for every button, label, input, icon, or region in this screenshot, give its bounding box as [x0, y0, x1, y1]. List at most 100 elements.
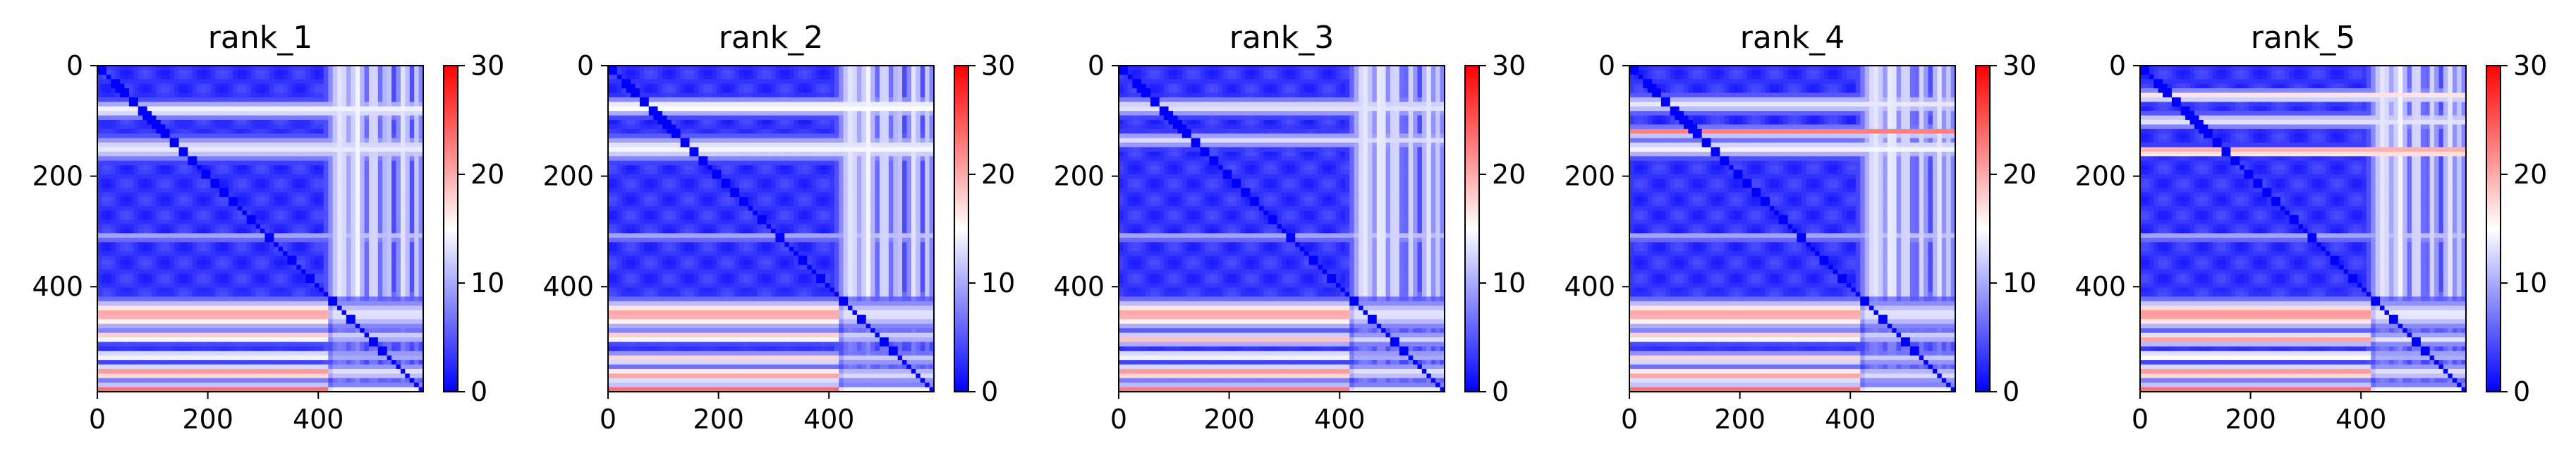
heatmap-cell [310, 107, 315, 112]
heatmap-cell [102, 75, 107, 80]
heatmap-cell [156, 93, 161, 98]
heatmap-cell [161, 75, 166, 80]
heatmap-cell [391, 75, 396, 80]
heatmap-cell [260, 102, 265, 107]
heatmap-cell [129, 124, 134, 129]
heatmap-cell [396, 84, 401, 89]
heatmap-cell [147, 66, 152, 71]
heatmap-cell [351, 84, 356, 89]
heatmap-cell [319, 88, 324, 93]
heatmap-cell [333, 116, 338, 121]
heatmap-cell [373, 75, 378, 80]
heatmap-cell [296, 138, 301, 143]
heatmap-cell [414, 93, 419, 98]
heatmap-cell [337, 97, 342, 102]
heatmap-cell [102, 120, 107, 125]
heatmap-cell [288, 129, 293, 134]
heatmap-cell [292, 88, 297, 93]
heatmap-cell [351, 120, 356, 125]
heatmap-cell [346, 66, 351, 71]
heatmap-cell [365, 111, 370, 116]
heatmap-cell [382, 107, 387, 112]
heatmap-cell [229, 97, 233, 102]
heatmap-cell [378, 111, 383, 116]
heatmap-cell [133, 70, 138, 75]
heatmap-cell [215, 129, 220, 134]
heatmap-cell [333, 133, 338, 138]
heatmap-cell [120, 120, 125, 125]
heatmap-cell [274, 66, 279, 71]
heatmap-cell [188, 97, 193, 102]
heatmap-cell [133, 102, 138, 107]
heatmap-cell [219, 102, 224, 107]
heatmap-cell [179, 88, 184, 93]
heatmap-cell [188, 88, 193, 93]
heatmap-cell [242, 129, 247, 134]
heatmap-cell [129, 107, 134, 112]
heatmap-cell [405, 70, 410, 75]
heatmap-cell [360, 107, 365, 112]
heatmap-cell [373, 102, 378, 107]
heatmap-cell [193, 97, 198, 102]
heatmap-cell [174, 79, 179, 84]
heatmap-cell [396, 111, 401, 116]
heatmap-cell [138, 66, 143, 71]
heatmap-cell [247, 88, 252, 93]
heatmap-cell [369, 124, 374, 129]
heatmap-cell [229, 102, 233, 107]
heatmap-cell [401, 79, 406, 84]
heatmap-cell [233, 124, 238, 129]
heatmap-cell [310, 93, 315, 98]
heatmap-cell [360, 111, 365, 116]
heatmap-cell [197, 138, 202, 143]
heatmap-cell [138, 138, 143, 143]
heatmap-cell [120, 143, 125, 148]
heatmap-cell [242, 97, 247, 102]
heatmap-cell [179, 102, 184, 107]
heatmap-cell [242, 138, 247, 143]
heatmap-cell [247, 107, 252, 112]
heatmap-cell [138, 84, 143, 89]
heatmap-cell [337, 129, 342, 134]
heatmap-cell [193, 124, 198, 129]
heatmap-cell [193, 133, 198, 138]
heatmap-cell [120, 75, 125, 80]
heatmap-cell [147, 133, 152, 138]
heatmap-cell [138, 75, 143, 80]
heatmap-cell [215, 116, 220, 121]
heatmap-cell [202, 129, 207, 134]
heatmap-cell [125, 124, 130, 129]
heatmap-cell [161, 138, 166, 143]
heatmap-cell [414, 143, 419, 148]
heatmap-cell [165, 129, 170, 134]
heatmap-cell [197, 124, 202, 129]
heatmap-cell [129, 148, 134, 152]
heatmap-cell [215, 75, 220, 80]
heatmap-cell [346, 70, 351, 75]
heatmap-cell [179, 70, 184, 75]
heatmap-cell [210, 70, 215, 75]
heatmap-cell [152, 93, 157, 98]
heatmap-cell [396, 79, 401, 84]
heatmap-cell [152, 66, 157, 71]
heatmap-cell [342, 124, 347, 129]
heatmap-cell [152, 124, 157, 129]
heatmap-cell [333, 107, 338, 112]
heatmap-cell [170, 124, 175, 129]
heatmap-cell [224, 88, 229, 93]
heatmap-cell [292, 84, 297, 89]
heatmap-cell [324, 138, 329, 143]
heatmap-cell [305, 75, 310, 80]
heatmap-cell [356, 70, 360, 75]
heatmap-cell [283, 143, 288, 148]
heatmap-cell [356, 66, 360, 71]
heatmap-cell [224, 107, 229, 112]
heatmap-cell [387, 120, 392, 125]
heatmap-cell [138, 124, 143, 129]
heatmap-cell [410, 143, 415, 148]
heatmap-cell [170, 93, 175, 98]
heatmap-cell [116, 111, 121, 116]
heatmap-cell [229, 120, 233, 125]
heatmap-cell [319, 129, 324, 134]
heatmap-cell [269, 102, 274, 107]
